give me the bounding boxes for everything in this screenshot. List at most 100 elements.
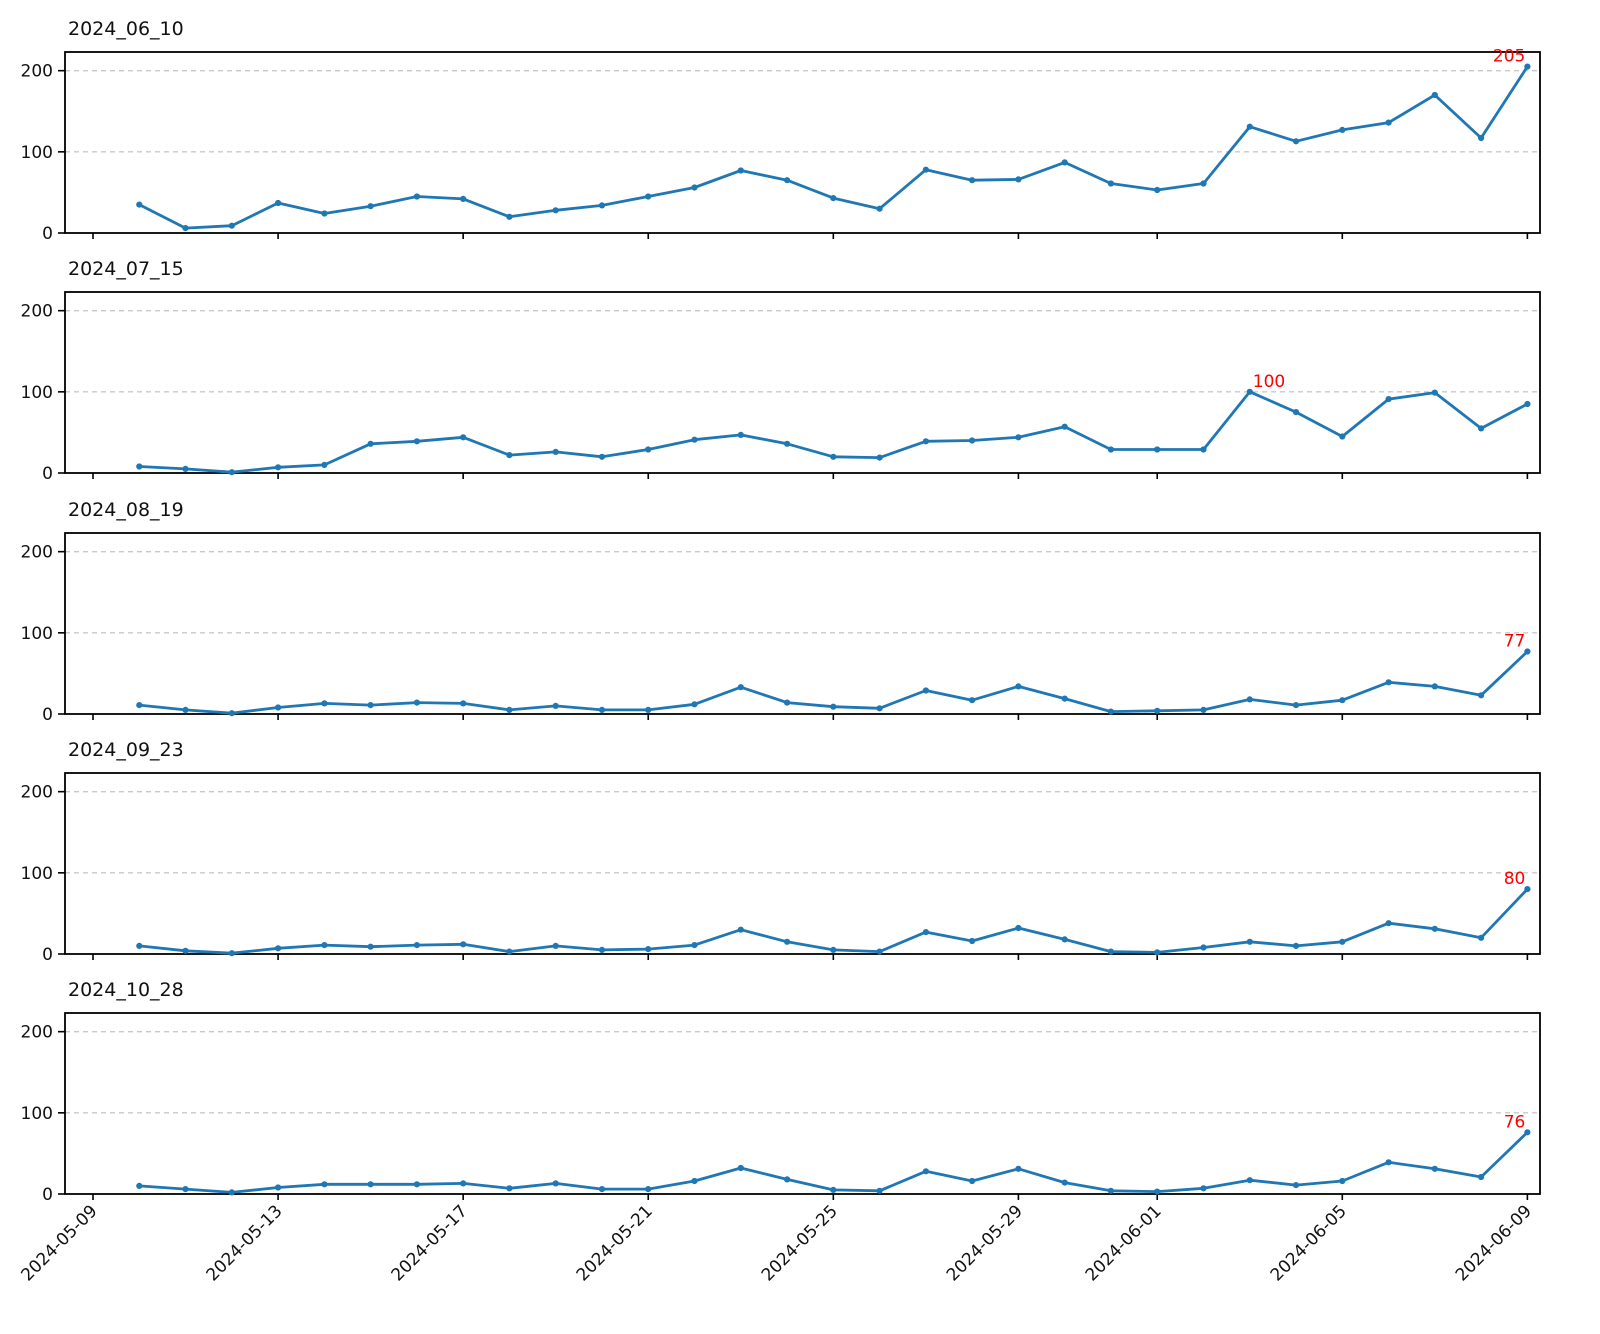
data-point-marker — [413, 438, 420, 445]
data-point-marker — [1154, 949, 1161, 956]
data-point-marker — [1478, 134, 1485, 142]
data-point-marker — [460, 941, 467, 948]
data-point-marker — [1200, 180, 1207, 187]
y-tick-label: 100 — [21, 383, 53, 403]
data-point-marker — [136, 1182, 143, 1189]
data-point-marker — [922, 438, 930, 445]
data-point-marker — [1061, 1179, 1068, 1186]
data-point-marker — [876, 205, 883, 212]
data-point-marker — [1015, 434, 1022, 441]
data-point-marker — [969, 937, 976, 945]
data-point-marker — [1385, 396, 1392, 403]
x-tick-label: 2024-05-09 — [18, 1201, 102, 1285]
data-point-marker — [784, 938, 791, 945]
data-point-marker — [136, 463, 143, 470]
data-point-marker — [922, 929, 930, 936]
data-point-marker — [413, 1181, 420, 1188]
data-point-marker — [228, 469, 235, 476]
peak-annotation: 76 — [1504, 1112, 1526, 1132]
data-point-marker — [1292, 409, 1300, 416]
y-tick-label: 200 — [21, 302, 53, 322]
data-point-marker — [922, 687, 930, 694]
data-point-marker — [552, 1180, 559, 1187]
data-point-marker — [598, 706, 606, 714]
data-point-marker — [1200, 944, 1207, 951]
data-point-marker — [598, 946, 606, 954]
data-point-marker — [1015, 924, 1022, 932]
data-point-marker — [1339, 1177, 1346, 1185]
data-point-marker — [228, 222, 235, 229]
data-point-marker — [228, 710, 235, 717]
data-point-marker — [645, 446, 652, 453]
data-point-marker — [1339, 697, 1346, 704]
data-point-marker — [367, 702, 374, 709]
data-point-marker — [182, 465, 189, 472]
data-point-marker — [1431, 91, 1438, 99]
y-tick-label: 100 — [21, 864, 53, 884]
data-point-marker — [876, 705, 883, 712]
data-point-marker — [598, 202, 606, 209]
data-point-marker — [1292, 942, 1300, 950]
data-point-marker — [506, 706, 513, 714]
data-point-marker — [1107, 948, 1114, 955]
data-point-marker — [460, 1180, 467, 1187]
data-point-marker — [830, 453, 837, 460]
data-point-marker — [275, 945, 282, 952]
data-point-marker — [1015, 683, 1022, 690]
data-point-marker — [1107, 446, 1114, 453]
data-point-marker — [136, 201, 143, 208]
data-point-marker — [737, 167, 744, 174]
data-point-marker — [1292, 702, 1300, 709]
data-point-marker — [275, 1184, 282, 1191]
data-point-marker — [598, 1186, 606, 1193]
data-point-marker — [1431, 683, 1438, 690]
y-tick-label: 200 — [21, 62, 53, 82]
data-point-marker — [645, 946, 652, 953]
x-tick-label: 2024-05-17 — [388, 1201, 472, 1285]
data-point-marker — [1524, 400, 1531, 408]
y-tick-label: 100 — [21, 624, 53, 644]
data-point-marker — [1478, 425, 1485, 432]
data-point-marker — [1478, 934, 1485, 941]
data-point-marker — [506, 1185, 513, 1192]
plot-border — [64, 51, 1541, 234]
data-point-marker — [1524, 63, 1531, 70]
data-point-marker — [1200, 706, 1207, 714]
data-point-marker — [321, 942, 328, 949]
data-point-marker — [737, 926, 744, 933]
data-point-marker — [1061, 695, 1068, 702]
data-point-marker — [1015, 176, 1022, 183]
data-point-marker — [1015, 1165, 1022, 1172]
data-point-marker — [1524, 1129, 1531, 1136]
peak-annotation: 77 — [1504, 632, 1526, 652]
data-point-marker — [876, 454, 883, 461]
data-point-marker — [969, 437, 976, 444]
x-tick-label: 2024-05-13 — [203, 1201, 287, 1285]
data-point-marker — [182, 706, 189, 714]
data-point-marker — [1431, 389, 1438, 396]
data-point-marker — [1246, 123, 1253, 130]
data-point-marker — [598, 453, 606, 460]
data-point-marker — [969, 1177, 976, 1185]
data-point-marker — [321, 1181, 328, 1188]
data-point-marker — [691, 942, 698, 949]
data-point-marker — [1431, 925, 1438, 932]
data-point-marker — [1107, 180, 1114, 187]
data-point-marker — [552, 448, 559, 455]
data-point-marker — [182, 1186, 189, 1193]
data-point-marker — [1154, 446, 1161, 453]
subplot-title: 2024_08_19 — [68, 499, 184, 521]
data-point-marker — [367, 203, 374, 210]
data-point-marker — [182, 225, 189, 232]
data-point-marker — [1107, 1187, 1114, 1194]
data-point-marker — [552, 942, 559, 950]
data-point-marker — [136, 942, 143, 950]
y-tick-label: 100 — [21, 1104, 53, 1124]
data-point-marker — [1154, 1188, 1161, 1195]
subplot-title: 2024_07_15 — [68, 258, 184, 280]
data-point-marker — [784, 440, 791, 447]
y-tick-label: 0 — [42, 1185, 53, 1205]
data-point-marker — [1385, 1159, 1392, 1166]
series-line — [137, 887, 1529, 955]
y-tick-label: 0 — [42, 464, 53, 484]
